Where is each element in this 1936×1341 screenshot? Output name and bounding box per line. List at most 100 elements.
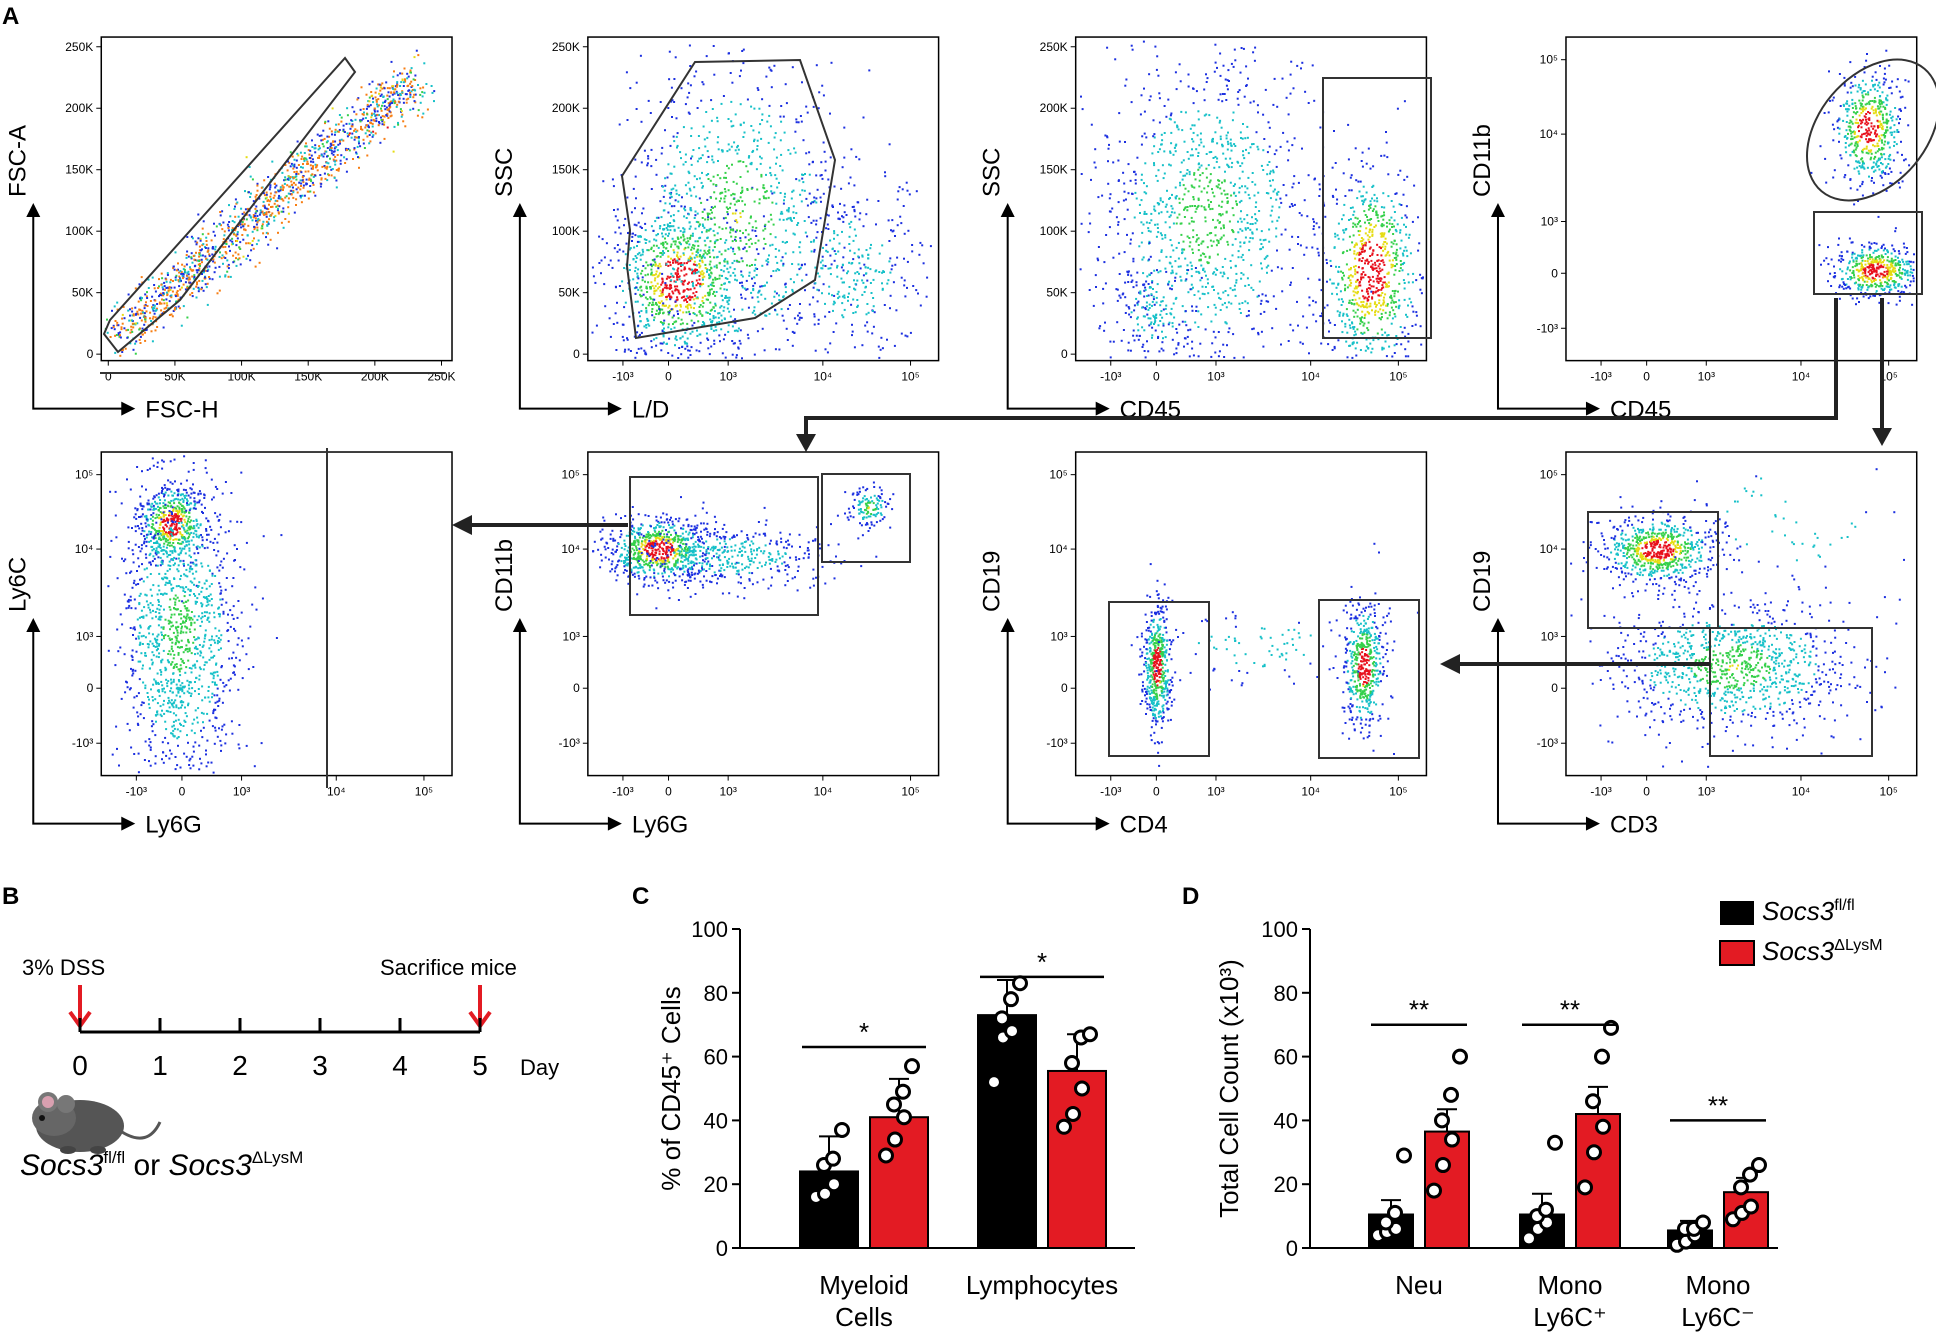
y-tick-label: 0: [1061, 347, 1068, 361]
x-tick-label: 10⁴: [1301, 370, 1320, 384]
data-point: [1056, 1118, 1072, 1135]
plot-frame: [1565, 451, 1918, 777]
ly6g-pos-gate: [821, 473, 911, 563]
cd45-gate: [1322, 77, 1432, 339]
x-tick-label: 0: [105, 370, 112, 384]
genotype-connector: or: [133, 1149, 160, 1182]
x-tick-label: -10³: [1100, 785, 1121, 799]
data-point: [1426, 1182, 1442, 1199]
category-label: Mono: [1537, 1270, 1602, 1300]
data-point: [994, 1010, 1010, 1027]
category-label: Myeloid: [819, 1270, 909, 1300]
x-tick-label: 10⁴: [1792, 370, 1811, 384]
day-label: 4: [392, 1050, 408, 1081]
data-point: [1595, 1118, 1611, 1135]
data-point: [887, 1131, 903, 1148]
data-point: [1521, 1230, 1537, 1247]
data-point: [1452, 1048, 1468, 1065]
y-tick-label: 10⁴: [1049, 542, 1068, 556]
bar-flfl: [977, 1014, 1037, 1249]
x-tick-label: 0: [1153, 370, 1160, 384]
y-tick-label: 10⁵: [1540, 53, 1558, 67]
flow-plot-p8: -10³ 0 10³ 10⁴ 10⁵ -10³ 0 10³ 10⁴ 10⁵ CD3 CD19: [1469, 451, 1918, 839]
y-axis-label: Ly6C: [4, 557, 31, 612]
arrowhead-4: [1440, 654, 1460, 674]
axis-arrow: [518, 215, 610, 410]
data-point: [1435, 1157, 1451, 1174]
axis-arrow: [32, 629, 124, 825]
data-point: [886, 1096, 902, 1113]
x-tick-label: 10³: [1207, 785, 1224, 799]
data-point: [1577, 1179, 1593, 1196]
genotype-1-sup: fl/fl: [103, 1148, 125, 1167]
category-label: Cells: [835, 1302, 893, 1332]
flow-arrow-myeloid: [804, 298, 1838, 436]
axis-arrow: [1496, 629, 1588, 825]
density-dots: [1570, 468, 1905, 768]
y-tick-label: -10³: [72, 736, 93, 750]
y-tick-label: 10⁴: [1539, 542, 1558, 556]
y-axis-label: CD19: [1469, 551, 1496, 612]
x-tick-label: -10³: [1100, 370, 1121, 384]
data-point: [1396, 1147, 1412, 1164]
flow-cytometry-panel: 0 50K 100K 150K 200K 250K 0 50K 100K 150K 200K 250K…: [4, 36, 1918, 839]
y-tick-label: 80: [1274, 981, 1298, 1006]
legend-swatch-flfl: [1720, 901, 1754, 925]
y-tick-label: 100: [691, 917, 728, 942]
y-tick-label: 200K: [1040, 101, 1068, 115]
x-tick-label: 10³: [719, 370, 736, 384]
legend-label-lysm: Socs3ΔLysM: [1762, 936, 1883, 966]
y-tick-label: -10³: [1537, 736, 1558, 750]
x-tick-label: 10⁵: [1879, 370, 1897, 384]
y-tick-label: 10³: [76, 629, 93, 643]
y-tick-label: 0: [1551, 681, 1558, 695]
x-tick-label: 0: [1643, 370, 1650, 384]
y-tick-label: 0: [573, 347, 580, 361]
x-tick-label: -10³: [612, 370, 633, 384]
arrowhead-3: [452, 515, 472, 535]
y-axis-label: % of CD45⁺ Cells: [656, 986, 686, 1190]
data-point: [1004, 1023, 1020, 1040]
y-tick-label: 150K: [65, 163, 93, 177]
x-axis-label: L/D: [632, 397, 669, 424]
y-tick-label: 10⁵: [562, 468, 580, 482]
data-point: [1742, 1166, 1758, 1183]
x-tick-label: 10⁵: [901, 785, 919, 799]
data-point: [1387, 1204, 1403, 1221]
y-tick-label: 10³: [1541, 214, 1558, 228]
y-tick-label: 100K: [65, 224, 93, 238]
y-axis-label: FSC-A: [4, 125, 31, 197]
x-tick-label: 10⁴: [327, 785, 346, 799]
y-axis-label: CD11b: [491, 539, 518, 612]
chart-d-total-cell-count: 0 20 40 60 80 100 Total Cell Count (x10³) ** Neu…: [1214, 917, 1778, 1332]
data-point: [1003, 991, 1019, 1008]
live-cells-gate: [620, 58, 837, 340]
y-axis-label: Total Cell Count (x10³): [1214, 959, 1244, 1218]
y-tick-label: 50K: [1046, 286, 1067, 300]
y-tick-label: 10⁴: [561, 542, 580, 556]
cd4-neg-gate: [1108, 601, 1210, 757]
plot-frame: [587, 451, 940, 777]
day-unit-label: Day: [520, 1055, 559, 1080]
density-dots: [591, 44, 932, 360]
significance-label: **: [1409, 995, 1429, 1025]
data-point: [1695, 1214, 1711, 1231]
flow-gates: [100, 56, 1936, 788]
y-tick-label: 150K: [1040, 163, 1068, 177]
genotype-2-sup: ΔLysM: [252, 1148, 303, 1167]
flow-plot-p6: -10³ 0 10³ 10⁴ 10⁵ -10³ 0 10³ 10⁴ 10⁵ Ly6G CD11b: [491, 451, 940, 839]
y-tick-label: 10⁵: [1540, 468, 1558, 482]
x-tick-label: 10⁴: [1792, 785, 1811, 799]
mouse-icon: [32, 1092, 162, 1154]
density-dots: [1130, 542, 1419, 767]
y-tick-label: 10⁴: [75, 542, 94, 556]
data-point: [1378, 1214, 1394, 1231]
x-tick-label: 10³: [1698, 785, 1715, 799]
data-point: [1064, 1054, 1080, 1071]
myeloid-gate: [1806, 58, 1936, 202]
b-cell-gate: [1587, 511, 1719, 629]
x-tick-label: -10³: [126, 785, 147, 799]
significance-label: *: [859, 1017, 869, 1047]
